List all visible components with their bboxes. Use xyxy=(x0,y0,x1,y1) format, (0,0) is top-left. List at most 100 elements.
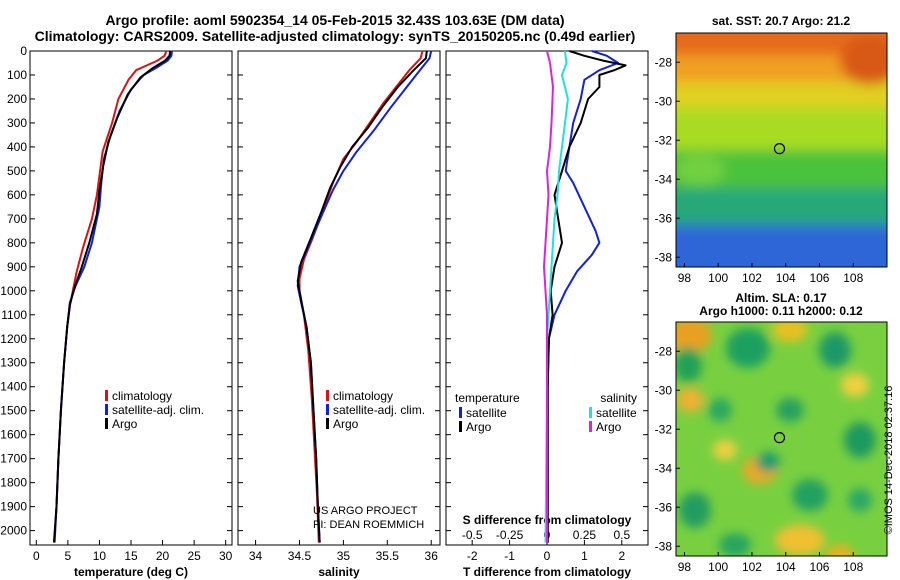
sst-map-image xyxy=(676,33,887,267)
map-x-tick-label: 108 xyxy=(843,560,863,574)
y-tick-label: 1800 xyxy=(0,476,27,490)
chart-title-line2: Climatology: CARS2009. Satellite-adjuste… xyxy=(34,28,636,44)
y-tick-label: 300 xyxy=(7,116,27,130)
sla-map-subtitle: Argo h1000: 0.11 h2000: 0.12 xyxy=(699,304,863,318)
map-x-tick-label: 106 xyxy=(809,560,829,574)
legend-label: Argo xyxy=(596,420,622,434)
map-y-tick-label: -32 xyxy=(655,133,673,147)
legend-swatch xyxy=(105,390,108,401)
series-line-climatology xyxy=(298,50,424,543)
legend-label: Argo xyxy=(333,417,359,431)
credit-text: ©IMOS 14-Dec-2018 02:37:16 xyxy=(883,386,895,535)
map-x-tick-label: 104 xyxy=(776,560,796,574)
sla-map-title: Altim. SLA: 0.17 xyxy=(735,291,827,305)
y-tick-label: 0 xyxy=(20,44,27,58)
map-y-tick-label: -32 xyxy=(655,422,673,436)
legend-swatch xyxy=(326,404,329,415)
legend-label: Argo xyxy=(466,420,492,434)
series-line-t-argo xyxy=(546,50,627,543)
legend-label: climatology xyxy=(112,389,172,403)
project-annotation: US ARGO PROJECT xyxy=(313,505,418,517)
map-x-tick-label: 98 xyxy=(678,560,692,574)
sla-map-image xyxy=(676,322,887,556)
x-axis-label: salinity xyxy=(318,565,360,579)
legend-swatch xyxy=(326,418,329,429)
x-tick-label: 25 xyxy=(187,549,201,563)
secondary-x-tick-label: 0.5 xyxy=(613,528,630,542)
x-tick-label: 10 xyxy=(93,549,107,563)
plot-frame xyxy=(237,50,441,546)
x-tick-label: 2 xyxy=(618,549,625,563)
argo-location-marker xyxy=(773,432,786,444)
sla-map-axes: 98 100 102 104 106 108 -28 -30 -32 -34 -36 -38 xyxy=(655,344,864,574)
temperature-profile-panel: 0100200300400500600700800900100011001200… xyxy=(0,44,232,579)
x-tick-label: -2 xyxy=(467,549,478,563)
secondary-x-tick-label: -0.5 xyxy=(462,528,483,542)
legend-label: climatology xyxy=(333,389,393,403)
chart-title-line1: Argo profile: aoml 5902354_14 05-Feb-201… xyxy=(105,12,565,28)
x-tick-label: 36 xyxy=(425,549,439,563)
legend-swatch xyxy=(326,390,329,401)
map-y-tick-label: -34 xyxy=(655,461,673,475)
y-tick-label: 2000 xyxy=(0,524,27,538)
x-tick-label: 1 xyxy=(581,549,588,563)
y-tick-label: 1900 xyxy=(0,500,27,514)
map-y-tick-label: -28 xyxy=(655,344,673,358)
y-tick-label: 1000 xyxy=(0,284,27,298)
x-tick-label: 34 xyxy=(249,549,263,563)
x-tick-label: 20 xyxy=(156,549,170,563)
x-tick-label: 0 xyxy=(544,549,551,563)
secondary-x-tick-label: 0.25 xyxy=(573,528,597,542)
x-tick-label: 30 xyxy=(219,549,233,563)
y-tick-label: 1400 xyxy=(0,380,27,394)
y-tick-label: 200 xyxy=(7,92,27,106)
y-tick-label: 1200 xyxy=(0,332,27,346)
x-axis-label: temperature (deg C) xyxy=(74,565,188,579)
legend-swatch xyxy=(105,404,108,415)
series-line-s-satellite xyxy=(544,50,569,543)
legend-swatch xyxy=(589,421,592,432)
map-x-tick-label: 100 xyxy=(708,560,728,574)
legend-label: satellite xyxy=(596,406,637,420)
sst-map-axes: 98 100 102 104 106 108 -28 -30 -32 -34 -36 -38 xyxy=(655,55,864,285)
map-x-tick-label: 104 xyxy=(776,271,796,285)
y-tick-label: 1300 xyxy=(0,356,27,370)
legend-swatch xyxy=(105,418,108,429)
project-annotation: PI: DEAN ROEMMICH xyxy=(313,519,424,531)
legend-swatch xyxy=(459,407,462,418)
secondary-x-tick-label: -0.25 xyxy=(496,528,524,542)
y-tick-label: 1500 xyxy=(0,404,27,418)
legend-label: satellite-adj. clim. xyxy=(112,403,204,417)
x-tick-label: 0 xyxy=(33,549,40,563)
map-y-tick-label: -34 xyxy=(655,172,673,186)
x-tick-label: 15 xyxy=(124,549,138,563)
plot-frame xyxy=(29,50,233,546)
y-tick-label: 900 xyxy=(7,260,27,274)
series-line-argo xyxy=(53,50,172,543)
y-tick-label: 100 xyxy=(7,68,27,82)
series-line-argo xyxy=(296,50,428,543)
map-x-tick-label: 100 xyxy=(708,271,728,285)
series-line-satellite-adj-clim- xyxy=(296,50,433,543)
map-y-tick-label: -38 xyxy=(655,250,673,264)
legend-label: satellite-adj. clim. xyxy=(333,403,425,417)
map-x-tick-label: 102 xyxy=(742,271,762,285)
legend-heading: temperature xyxy=(455,391,520,405)
y-tick-label: 500 xyxy=(7,164,27,178)
sst-map-title: sat. SST: 20.7 Argo: 21.2 xyxy=(712,14,851,28)
map-x-tick-label: 106 xyxy=(809,271,829,285)
y-tick-label: 1100 xyxy=(1,308,27,322)
y-tick-label: 400 xyxy=(7,140,27,154)
map-y-tick-label: -36 xyxy=(655,211,673,225)
y-tick-label: 1700 xyxy=(0,452,27,466)
x-tick-label: 34.5 xyxy=(288,549,312,563)
sst-map-frame xyxy=(675,32,888,268)
map-y-tick-label: -28 xyxy=(655,55,673,69)
map-y-tick-label: -38 xyxy=(655,539,673,553)
legend-label: Argo xyxy=(112,417,138,431)
y-tick-label: 600 xyxy=(7,188,27,202)
legend-heading: salinity xyxy=(600,391,637,405)
x-tick-label: 5 xyxy=(65,549,72,563)
